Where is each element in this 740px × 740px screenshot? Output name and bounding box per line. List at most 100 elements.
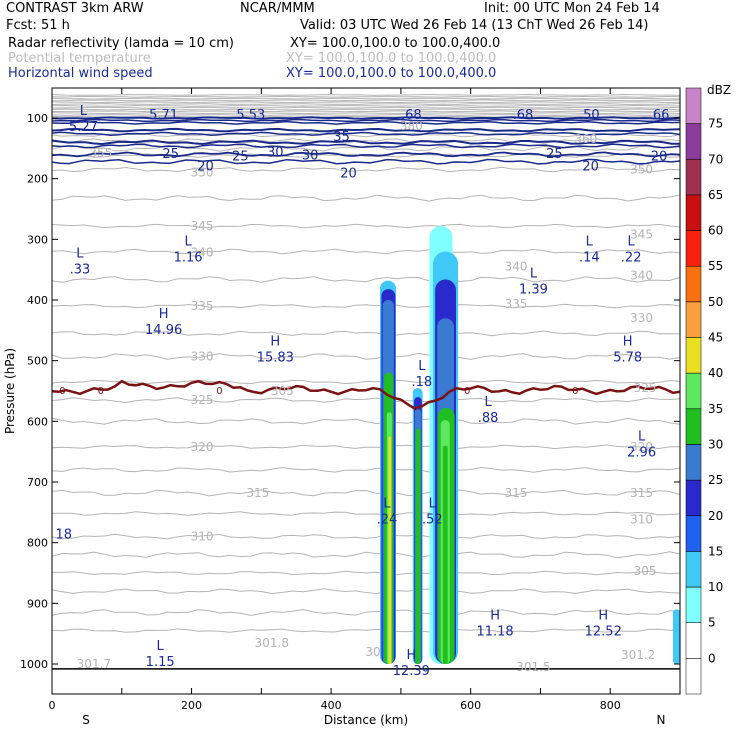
x-tick-label: 600 <box>460 699 481 712</box>
extremum-value: 12.39 <box>393 664 430 679</box>
theta-label: 301.2 <box>621 648 655 662</box>
theta-contour-top <box>52 99 680 102</box>
colorbar-level-label: 0 <box>708 651 716 665</box>
freezing-level-label: 0 <box>572 386 578 397</box>
y-axis-label: Pressure (hPa) <box>3 348 17 434</box>
extremum-value: 1.39 <box>519 283 548 298</box>
theta-contour-top <box>52 103 680 105</box>
theta-contour <box>52 588 680 595</box>
extremum-letter: H <box>406 648 416 663</box>
wind-contour <box>52 139 680 146</box>
colorbar-box <box>685 265 702 303</box>
x-tick-label: 400 <box>321 699 342 712</box>
freezing-level-label: 0 <box>464 386 470 397</box>
extremum-value: .66 <box>649 108 670 123</box>
theta-label: 345 <box>630 227 653 241</box>
wind-speed-label: 20 <box>340 167 357 182</box>
wind-speed-label: 25 <box>546 147 563 162</box>
reflectivity-cell <box>442 445 448 664</box>
theta-contour-top <box>52 115 680 118</box>
theta-contour <box>52 444 680 450</box>
y-tick-label: 800 <box>27 537 48 550</box>
wind-speed-label: 20 <box>651 150 668 165</box>
theta-label: 320 <box>630 440 653 454</box>
wind-speed-label: 20 <box>197 159 214 174</box>
theta-label: 355 <box>89 146 112 160</box>
colorbar-box <box>685 230 702 267</box>
wind-contour <box>52 151 680 158</box>
colorbar-box <box>685 622 702 659</box>
theta-contour-top <box>52 108 680 111</box>
extremum-value: 5.78 <box>613 351 642 366</box>
extremum-value: 2.96 <box>627 446 656 461</box>
theta-label: 340 <box>630 269 653 283</box>
wind-contour <box>52 118 680 123</box>
extremum-letter: L <box>429 496 437 511</box>
theta-contour <box>52 511 680 516</box>
wind-speed-label: 25 <box>162 147 179 162</box>
header-line-1-mid: NCAR/MMM <box>240 1 315 16</box>
theta-label: 330 <box>630 311 653 325</box>
colorbar-box <box>685 337 702 374</box>
theta-label: 350 <box>191 166 214 180</box>
wind-speed-label: 20 <box>582 159 599 174</box>
theta-contour-top <box>52 106 680 109</box>
extremum-letter: H <box>270 335 280 350</box>
extremum-letter: L <box>80 104 88 119</box>
theta-label: 310 <box>191 530 214 544</box>
colorbar-level-label: 45 <box>708 331 723 345</box>
header-line-2-left: Fcst: 51 h <box>6 18 70 33</box>
y-tick-label: 400 <box>27 294 48 307</box>
extremum-letter: L <box>418 359 426 374</box>
colorbar-box <box>685 301 702 338</box>
theta-contour <box>52 248 680 255</box>
y-tick-label: 200 <box>27 173 48 186</box>
theta-label: 310 <box>630 513 653 527</box>
theta-label: 325 <box>634 381 657 395</box>
plot-frame <box>51 87 681 695</box>
header-line-1-right: Init: 00 UTC Mon 24 Feb 14 <box>484 1 660 16</box>
theta-label: 335 <box>191 299 214 313</box>
extremum-letter: H <box>623 335 633 350</box>
theta-contour <box>52 397 680 404</box>
field-wind-xy: XY= 100.0,100.0 to 100.0,400.0 <box>286 66 497 81</box>
theta-label: 320 <box>191 440 214 454</box>
theta-label: 345 <box>191 219 214 233</box>
edge-value: 18 <box>55 528 72 543</box>
field-wind-label: Horizontal wind speed <box>8 66 153 81</box>
theta-contour <box>52 466 680 473</box>
extremum-letter: L <box>530 267 538 282</box>
theta-label: 30 <box>365 645 380 659</box>
extremum-letter: H <box>490 609 500 624</box>
extremum-value: 11.18 <box>476 625 513 640</box>
colorbar-box <box>685 159 702 196</box>
colorbar-box <box>685 586 702 623</box>
extremum-letter: H <box>598 609 608 624</box>
extremum-value: 5.53 <box>236 108 265 123</box>
wind-contour <box>52 120 680 125</box>
colorbar-level-label: 60 <box>708 224 723 238</box>
x-axis-label: Distance (km) <box>324 713 408 727</box>
theta-label: 315 <box>246 486 269 500</box>
theta-contour-top <box>52 112 680 115</box>
theta-label: 380 <box>400 119 423 133</box>
theta-label: 301.5 <box>516 660 550 674</box>
theta-label: 301.7 <box>77 657 111 671</box>
extremum-letter: L <box>638 430 646 445</box>
theta-contour-top <box>52 95 680 98</box>
freezing-level-label: 0 <box>59 386 65 397</box>
extremum-value: .14 <box>579 250 600 265</box>
field-theta-xy: XY= 100.0,100.0 to 100.0,400.0 <box>286 51 497 66</box>
extremum-value: 12.52 <box>585 625 622 640</box>
extremum-value: .33 <box>70 263 91 278</box>
y-tick-label: 600 <box>27 415 48 428</box>
extremum-value: 5.71 <box>149 108 178 123</box>
extremum-value: 14.96 <box>145 323 182 338</box>
y-tick-label: 300 <box>27 233 48 246</box>
y-tick-label: 700 <box>27 476 48 489</box>
theta-contour <box>52 551 680 559</box>
field-theta-label: Potential temperature <box>8 51 151 66</box>
theta-contour <box>52 489 680 497</box>
